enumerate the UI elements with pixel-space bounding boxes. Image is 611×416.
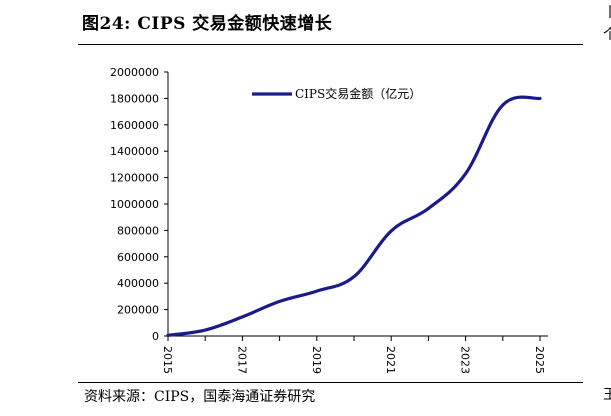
x-tick-label: 2025 bbox=[533, 346, 546, 374]
legend-label: CIPS交易金额（亿元） bbox=[295, 86, 421, 101]
series-layer bbox=[166, 95, 542, 337]
legend: CIPS交易金额（亿元） bbox=[252, 86, 421, 101]
y-tick-label: 400000 bbox=[117, 277, 159, 290]
figure-title: 图24: CIPS 交易金额快速增长 bbox=[82, 14, 333, 34]
y-tick-label: 1400000 bbox=[110, 145, 159, 158]
edge-glyph-bottom: 玉 bbox=[603, 387, 611, 403]
y-tick-label: 1200000 bbox=[110, 172, 159, 185]
x-tick-label: 2017 bbox=[235, 346, 248, 374]
y-tick-label: 2000000 bbox=[110, 66, 159, 79]
edge-glyph-top: 丨 bbox=[603, 5, 611, 21]
x-tick-label: 2021 bbox=[384, 346, 397, 374]
x-tick-label: 2023 bbox=[459, 346, 472, 374]
x-tick-label: 2019 bbox=[310, 346, 323, 374]
edge-glyph-second: 个 bbox=[603, 27, 611, 43]
y-tick-label: 800000 bbox=[117, 224, 159, 237]
y-tick-label: 1000000 bbox=[110, 198, 159, 211]
source-note: 资料来源：CIPS，国泰海通证券研究 bbox=[84, 389, 316, 405]
y-tick-label: 1800000 bbox=[110, 92, 159, 105]
y-axis: 0 200000 400000 600000 800000 1000000 1200000 1… bbox=[110, 66, 169, 343]
y-tick-label: 0 bbox=[152, 330, 159, 343]
y-tick-label: 200000 bbox=[117, 304, 159, 317]
x-axis: 2015 2017 2019 2021 2023 2025 bbox=[161, 335, 548, 374]
title-rule bbox=[78, 44, 583, 45]
y-tick-label: 600000 bbox=[117, 251, 159, 264]
series-line bbox=[166, 95, 542, 337]
source-rule bbox=[78, 382, 583, 383]
x-tick-label: 2015 bbox=[161, 346, 174, 374]
y-tick-label: 1600000 bbox=[110, 119, 159, 132]
